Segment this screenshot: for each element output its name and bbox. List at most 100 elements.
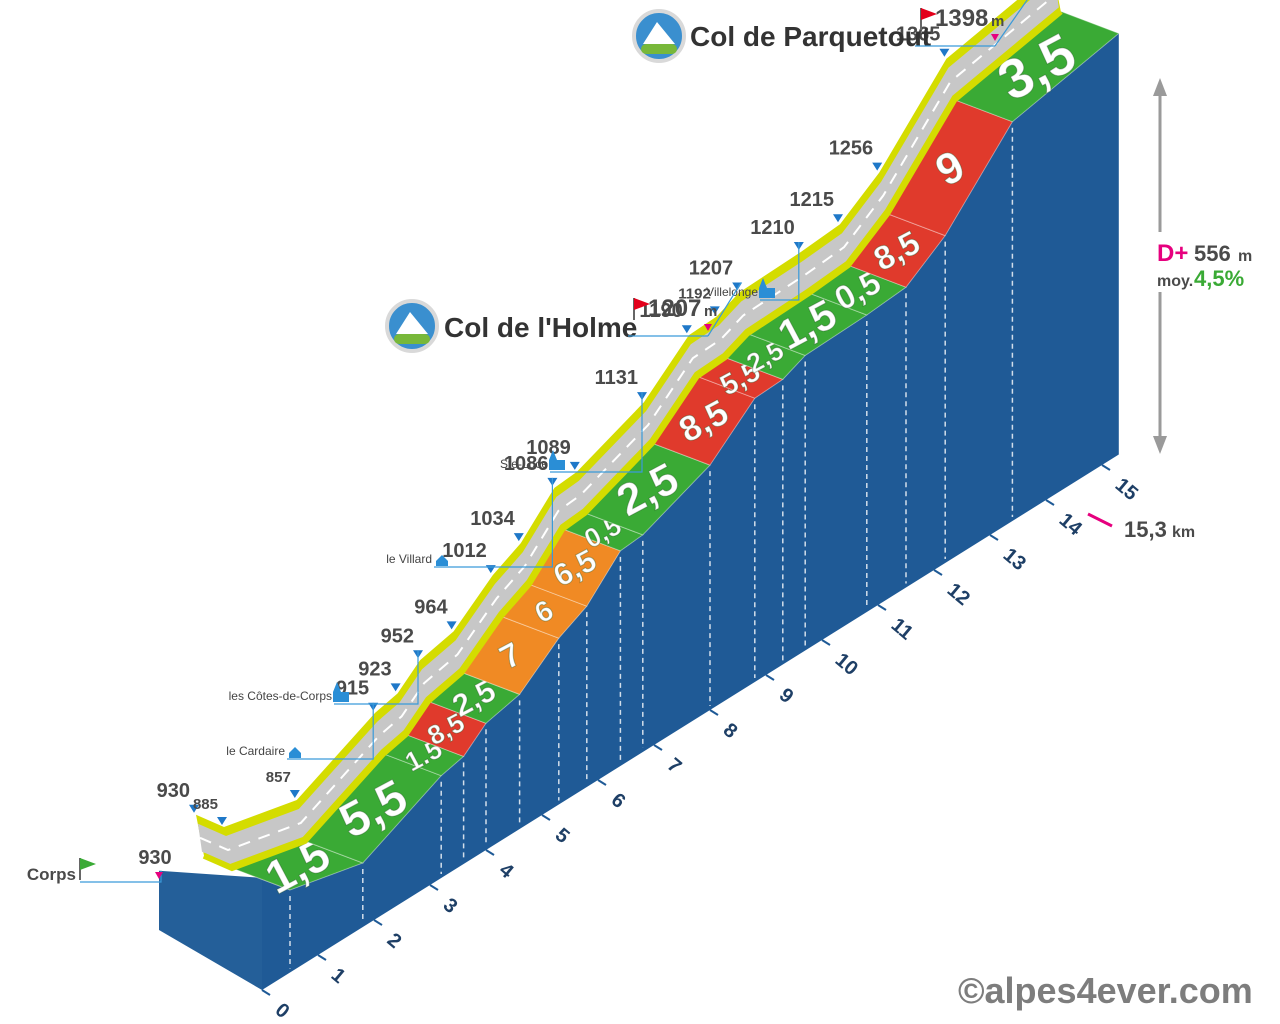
pass-name: Col de Parquetout: [690, 21, 931, 52]
altitude-label: 952: [381, 625, 414, 647]
village-icon: [289, 747, 301, 758]
village-name: le Villard: [386, 552, 432, 566]
altitude-label: 1192: [678, 285, 711, 302]
altitude-label: 885: [193, 796, 218, 813]
altitude-pin: [217, 817, 227, 825]
km-tick: [765, 674, 775, 681]
km-tick-label: 9: [775, 684, 798, 708]
altitude-label: 1131: [595, 367, 638, 389]
road-surface: [198, 0, 1059, 864]
road-inner-edge: [202, 9, 1063, 872]
altitude-pin: [569, 461, 580, 470]
km-tick: [877, 604, 887, 611]
km-tick: [429, 884, 439, 891]
altitude-label: 1012: [442, 540, 487, 562]
altitude-label: 1210: [750, 217, 795, 239]
altitude-pin: [681, 325, 692, 334]
altitude-label: 964: [414, 596, 448, 618]
km-tick: [261, 989, 271, 996]
summit-flag-icon: [921, 8, 937, 20]
village-icon: [436, 555, 448, 566]
km-tick: [821, 639, 831, 646]
km-tick: [653, 744, 663, 751]
elevation-gain-value: 556: [1194, 241, 1231, 266]
km-tick-label: 3: [439, 894, 462, 918]
village-name: Villelonge: [706, 285, 758, 299]
altitude-label: 1089: [526, 437, 571, 459]
church-icon: [759, 278, 775, 298]
village-name: le Cardaire: [226, 744, 285, 758]
place-leader-line: [434, 477, 554, 568]
altitude-pin: [709, 306, 720, 315]
altitude-pin: [390, 683, 401, 692]
altitude-label: 1207: [689, 257, 734, 279]
village-name: les Côtes-de-Corps: [229, 689, 332, 703]
altitude-pin: [513, 533, 524, 542]
pass-altitude: 1207: [648, 295, 701, 322]
altitude-label: 930: [157, 780, 190, 802]
km-tick: [989, 534, 999, 541]
km-tick-label: 14: [1055, 509, 1087, 541]
place-leader-line: [550, 392, 643, 473]
place-labels: Corps 930 le Cardaire les Côtes-de-Corps le …: [27, 0, 1028, 884]
altitude-pin: [189, 804, 199, 813]
elevation-gain-unit: m: [1238, 248, 1252, 265]
elevation-summary: D+ 556 m moy. 4,5%: [1157, 240, 1252, 291]
km-tick: [373, 919, 383, 926]
start-flag-icon: [80, 858, 96, 870]
altitude-pin: [833, 214, 843, 223]
km-tick: [933, 569, 943, 576]
road-band: [196, 0, 1063, 872]
start-marker: [155, 872, 163, 879]
pass-marker: [991, 34, 999, 41]
pass-altitude: 1398: [935, 5, 988, 32]
average-gradient-prefix: moy.: [1157, 273, 1193, 290]
altitude-pin: [446, 621, 457, 630]
km-tick-label: 8: [719, 719, 742, 743]
altitude-label: 923: [358, 658, 391, 680]
altitude-label: 857: [266, 769, 291, 786]
altitude-label: 1365: [896, 24, 941, 46]
altitude-pin: [872, 162, 883, 171]
pass-leader-line: [994, 0, 1028, 47]
pass-altitude-unit: m: [704, 303, 717, 320]
km-tick-label: 0: [271, 999, 294, 1023]
start-altitude: 930: [138, 847, 171, 869]
place-leader-line: [334, 650, 419, 705]
km-tick: [1045, 499, 1055, 506]
km-tick-label: 10: [831, 649, 862, 680]
km-tick-label: 2: [383, 929, 406, 953]
road-centerline: [199, 0, 1051, 852]
pass-leader-line: [707, 282, 742, 337]
altitude-label: 1215: [790, 189, 835, 211]
place-leader-line: [760, 242, 800, 301]
km-tick-label: 1: [327, 964, 350, 988]
altitude-label: 1034: [470, 508, 515, 530]
mountain-peak-shape: [643, 22, 675, 44]
km-tick-label: 11: [887, 614, 917, 644]
elevation-gain-prefix: D+: [1157, 240, 1188, 267]
km-tick: [317, 954, 327, 961]
km-tick-label: 7: [663, 754, 686, 778]
total-distance: 15,3 km: [1087, 512, 1195, 542]
altitude-label: 1086: [504, 453, 549, 475]
altitude-label: 1190: [639, 300, 682, 322]
church-icon: [333, 682, 349, 702]
church-icon: [549, 450, 565, 470]
altitude-pin: [289, 789, 300, 798]
altitude-label: 1256: [829, 138, 874, 160]
total-distance-unit: km: [1172, 524, 1195, 541]
average-gradient-value: 4,5%: [1194, 266, 1244, 291]
km-tick-label: 6: [607, 789, 630, 813]
place-leader-line: [287, 702, 374, 760]
altitude-pin: [939, 48, 950, 57]
total-distance-value: 15,3: [1124, 517, 1167, 542]
village-name: Ste-Luce: [500, 457, 548, 471]
km-tick: [709, 709, 719, 716]
profile-side-face: [262, 33, 1119, 991]
km-tick: [1101, 464, 1111, 471]
km-tick: [485, 849, 495, 856]
mountain-peak-shape: [396, 312, 428, 334]
profile-start-face: [159, 870, 262, 990]
